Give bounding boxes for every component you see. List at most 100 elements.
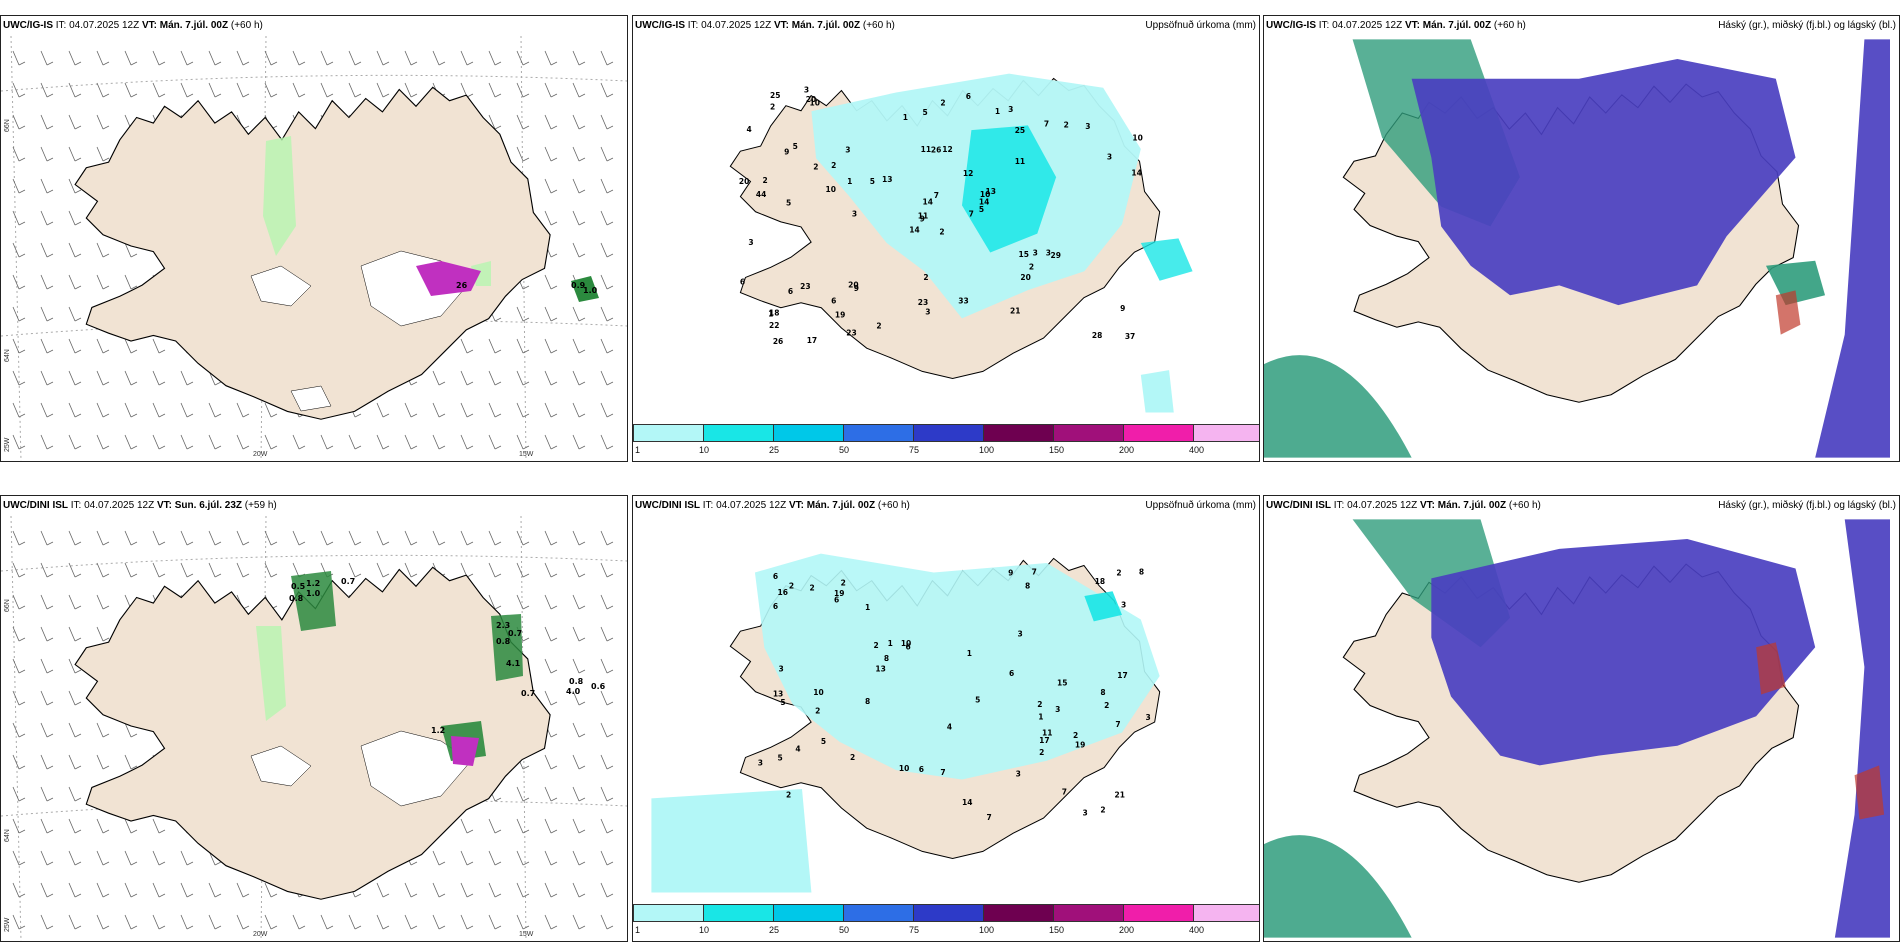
panel-header: UWC/DINI ISL IT: 04.07.2025 12Z VT: Sun.…: [3, 500, 277, 511]
precip-value: 20: [1020, 273, 1030, 282]
precip-value: 1: [847, 177, 852, 186]
wind-barb: [460, 882, 474, 898]
wind-barb: [68, 306, 82, 322]
wind-barb: [264, 530, 278, 546]
wind-barb: [320, 530, 334, 546]
precip-value: 2: [789, 581, 794, 590]
wind-barb: [180, 562, 194, 578]
wind-barb: [96, 242, 110, 258]
wind-barb: [208, 562, 222, 578]
panel-header: UWC/DINI ISL IT: 04.07.2025 12Z VT: Mán.…: [1266, 500, 1541, 511]
wind-barb: [12, 882, 26, 898]
wind-barb: [516, 434, 530, 450]
wind-barb: [460, 338, 474, 354]
wind-barb: [40, 114, 54, 130]
cloud-layers: [1264, 519, 1890, 938]
precip-value: 3: [1107, 152, 1112, 161]
wind-barb: [12, 306, 26, 322]
wind-barb: [236, 882, 250, 898]
wind-barb: [348, 50, 362, 66]
conv-label: 2.3: [496, 621, 510, 630]
wind-barb: [264, 82, 278, 98]
wind-barb: [376, 434, 390, 450]
precip-value: 25: [770, 91, 780, 100]
colorbar-label: 400: [1189, 445, 1205, 455]
wind-barb: [544, 274, 558, 290]
precip-value: 7: [934, 191, 939, 200]
colorbar-segment: [913, 424, 984, 442]
wind-barb: [460, 402, 474, 418]
precip-value: 17: [807, 336, 817, 345]
precip-value: 2: [813, 163, 818, 172]
wind-barb: [96, 114, 110, 130]
wind-barb: [12, 50, 26, 66]
wind-barb: [236, 530, 250, 546]
precip-shading: [811, 73, 1193, 413]
colorbar: 1 10 25 50 75 100 150 200 400: [633, 424, 1259, 455]
wind-barb: [12, 402, 26, 418]
precip-value: 26: [773, 337, 783, 346]
wind-barb: [516, 786, 530, 802]
wind-barb: [40, 146, 54, 162]
wind-barb: [376, 50, 390, 66]
wind-barb: [320, 82, 334, 98]
precip-value: 13: [882, 175, 892, 184]
wind-barb: [516, 306, 530, 322]
wind-barb: [348, 82, 362, 98]
convective-cell: [416, 261, 481, 296]
wind-barb: [572, 658, 586, 674]
wind-barb: [544, 146, 558, 162]
precip-value: 6: [906, 643, 911, 652]
wind-barb: [180, 402, 194, 418]
precip-value: 7: [1115, 720, 1120, 729]
wind-barb: [12, 146, 26, 162]
wind-barb: [432, 914, 446, 930]
precip-value: 18: [1095, 577, 1105, 586]
wind-barb: [68, 754, 82, 770]
precip-value: 20: [739, 177, 749, 186]
glacier: [250, 265, 312, 307]
wind-barb: [572, 210, 586, 226]
wind-barb: [600, 690, 614, 706]
precip-value: 9: [1008, 568, 1013, 577]
wind-barb: [600, 530, 614, 546]
wind-barb: [68, 626, 82, 642]
wind-barb: [40, 690, 54, 706]
wind-barb: [124, 818, 138, 834]
colorbar-label: 1: [635, 925, 641, 935]
conv-label: 4.1: [506, 659, 521, 668]
wind-barb: [572, 434, 586, 450]
wind-barb: [96, 274, 110, 290]
precip-values: 2991810931225710375101411171112231322192…: [739, 85, 1143, 345]
wind-barb: [68, 146, 82, 162]
conv-label: 26: [456, 281, 468, 290]
wind-barb: [376, 914, 390, 930]
wind-barb: [40, 786, 54, 802]
colorbar-segment: [913, 904, 984, 922]
wind-barb: [292, 50, 306, 66]
wind-barb: [68, 690, 82, 706]
lat-label: 25W: [4, 437, 11, 452]
precip-value: 2: [815, 707, 820, 716]
wind-barb: [208, 914, 222, 930]
precip-value: 16: [778, 588, 788, 597]
colorbar-label: 75: [909, 925, 920, 935]
precip-value: 14: [979, 197, 989, 206]
panel-bottom-middle: UWC/DINI ISL IT: 04.07.2025 12Z VT: Mán.…: [632, 495, 1260, 942]
wind-barb: [180, 434, 194, 450]
wind-barb: [68, 562, 82, 578]
wind-barb: [544, 306, 558, 322]
green-precip-patches: [256, 571, 523, 766]
precip-value: 28: [1092, 331, 1102, 340]
wind-barb: [40, 850, 54, 866]
wind-barb: [124, 530, 138, 546]
wind-barb: [264, 914, 278, 930]
colorbar-segment: [983, 904, 1054, 922]
wind-barb: [40, 82, 54, 98]
precip-value: 4: [795, 744, 800, 753]
colorbar-segment: [843, 424, 914, 442]
wind-barb: [544, 754, 558, 770]
precip-value: 3: [1008, 105, 1013, 114]
wind-barb: [572, 402, 586, 418]
precip-value: 8: [1100, 688, 1105, 697]
